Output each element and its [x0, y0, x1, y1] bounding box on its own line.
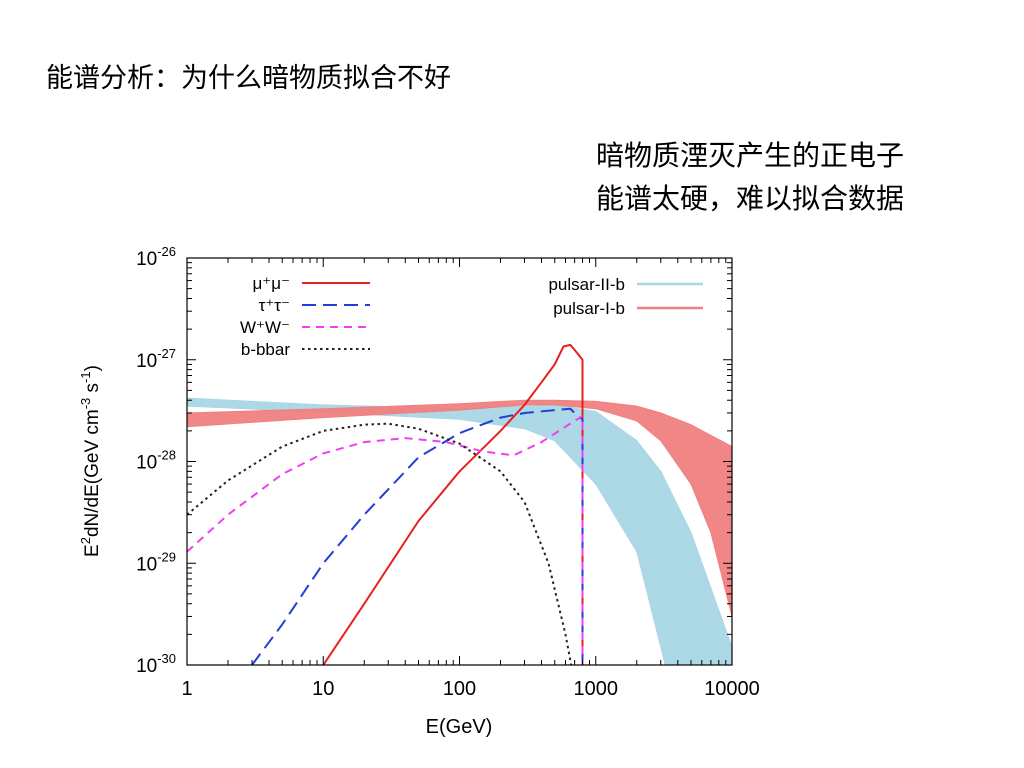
x-tick-label: 1 — [181, 678, 192, 700]
tau-tau-curve — [251, 407, 584, 665]
dark-matter-curves — [187, 343, 584, 665]
axis-ticks — [186, 258, 732, 666]
mu-mu-curve — [322, 343, 584, 665]
annotation-line-2: 能谱太硬，难以拟合数据 — [596, 182, 905, 215]
legend-label: W⁺W⁻ — [240, 318, 290, 337]
band-pulsar-ii-b — [187, 397, 732, 665]
legend-label: pulsar-I-b — [553, 299, 625, 318]
legend: μ⁺μ⁻ τ⁺τ⁻ W⁺W⁻ b-bbar pulsar-II-b pulsar-I-b — [240, 274, 703, 359]
legend-label: μ⁺μ⁻ — [252, 274, 290, 293]
y-axis-label: E2dN/dE(GeV cm-3 s-1) — [78, 365, 103, 557]
y-tick-label: 10-28 — [136, 448, 176, 474]
x-axis-label: E(GeV) — [426, 716, 493, 738]
legend-label: pulsar-II-b — [548, 275, 625, 294]
y-tick-label: 10-30 — [136, 651, 176, 677]
x-tick-label: 10 — [312, 678, 334, 700]
annotation-line-1: 暗物质湮灭产生的正电子 — [596, 139, 905, 172]
y-tick-label: 10-27 — [136, 346, 176, 372]
band-pulsar-i-b — [187, 399, 732, 617]
x-tick-label: 100 — [443, 678, 476, 700]
tick-labels: 1 10 100 1000 10000 10-30 10-29 10-28 10-27 10-26 — [136, 244, 760, 700]
w-w-curve — [187, 415, 584, 665]
b-bbar-curve — [187, 422, 573, 665]
slide-title: 能谱分析：为什么暗物质拟合不好 — [46, 63, 451, 94]
legend-label: b-bbar — [241, 340, 290, 359]
y-tick-label: 10-26 — [136, 244, 176, 270]
annotation-text: 暗物质湮灭产生的正电子 能谱太硬，难以拟合数据 — [596, 134, 904, 220]
pulsar-bands — [187, 397, 732, 665]
x-tick-label: 10000 — [704, 678, 760, 700]
x-tick-label: 1000 — [574, 678, 619, 700]
y-tick-label: 10-29 — [136, 549, 176, 575]
legend-label: τ⁺τ⁻ — [259, 296, 290, 315]
